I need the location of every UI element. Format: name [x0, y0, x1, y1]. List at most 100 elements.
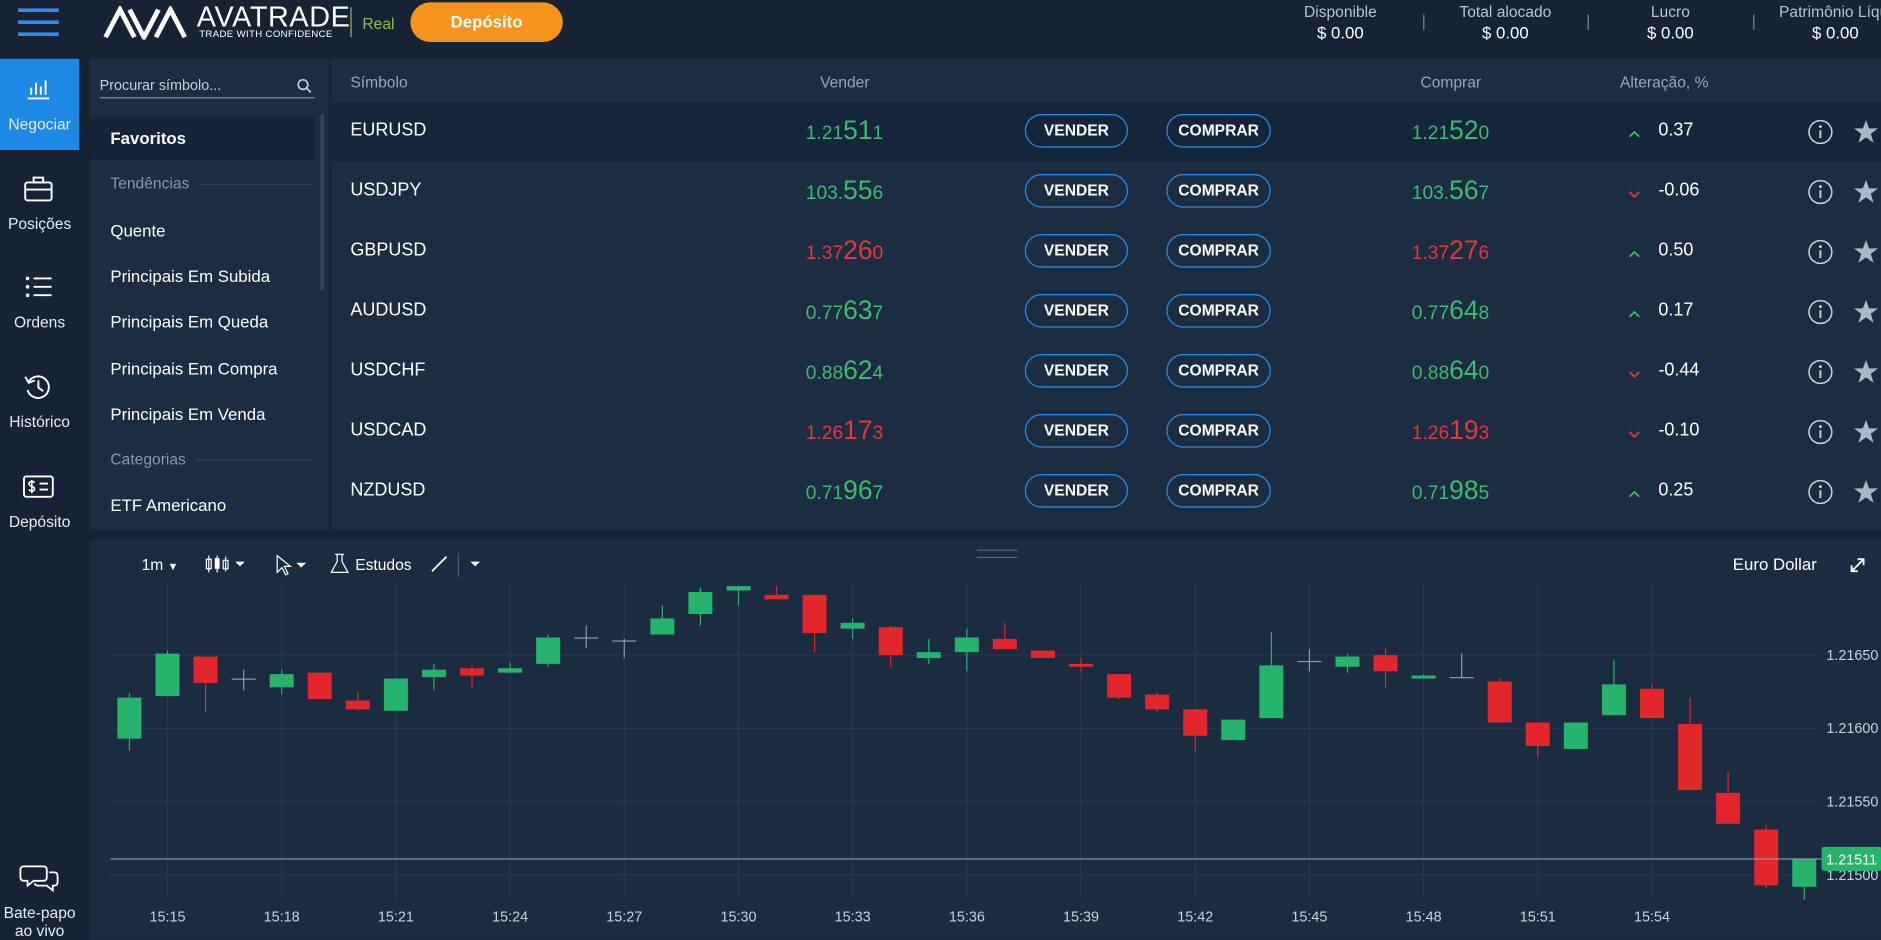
nav-icon[interactable]	[23, 273, 54, 302]
price-part: 1	[872, 123, 884, 144]
favorite-star[interactable]	[1853, 119, 1879, 145]
arrow	[1628, 310, 1640, 318]
selected-item[interactable]	[90, 116, 315, 160]
nav-label[interactable]: Histórico	[9, 412, 70, 431]
sell-button[interactable]: VENDER	[1024, 414, 1128, 448]
buy-button[interactable]: COMPRAR	[1166, 174, 1271, 208]
info-icon[interactable]	[1807, 419, 1833, 445]
x-tick-label: 15:51	[1520, 910, 1556, 926]
buy-button[interactable]: COMPRAR	[1166, 414, 1271, 448]
menu-item[interactable]: Principais Em Queda	[110, 312, 269, 332]
quote-row[interactable]: GBPUSD 1.37260 VENDER COMPRAR 1.37276 0.50	[331, 222, 1881, 282]
nav-label[interactable]: Posições	[7, 214, 72, 233]
sell-button[interactable]: VENDER	[1024, 234, 1128, 268]
menu-item[interactable]: Principais Em Subida	[110, 266, 271, 286]
stat-value: $ 0.00	[1482, 22, 1529, 42]
cursor-icon[interactable]	[275, 554, 311, 576]
favorite-star[interactable]	[1853, 479, 1879, 505]
favorite-star[interactable]	[1853, 299, 1879, 325]
x-tick-label: 15:30	[720, 910, 756, 926]
favorite-star[interactable]	[1853, 239, 1879, 265]
price: 0.77648	[1297, 295, 1489, 326]
studies-button[interactable]: Estudos	[355, 555, 412, 574]
buy-button[interactable]: COMPRAR	[1166, 234, 1271, 268]
sell-button[interactable]: VENDER	[1024, 294, 1128, 328]
buy-button[interactable]: COMPRAR	[1166, 474, 1271, 508]
chat-icon[interactable]	[19, 862, 60, 893]
candle-body	[1145, 694, 1170, 710]
menu-item[interactable]: ETF Americano	[110, 496, 227, 516]
arrow	[1628, 130, 1640, 138]
icon	[1854, 360, 1879, 383]
drawing-tools[interactable]	[430, 553, 485, 578]
sell-button[interactable]: VENDER	[1024, 174, 1128, 208]
menu-item[interactable]: Principais Em Venda	[110, 404, 266, 424]
menu-item[interactable]: Principais Em Compra	[110, 358, 278, 378]
interval: 1m	[141, 555, 164, 574]
sell-button[interactable]: VENDER	[1024, 354, 1128, 388]
price-part: 6	[1478, 243, 1490, 264]
price-part: 0.71	[1411, 483, 1450, 505]
search-input[interactable]: Procurar símbolo...	[99, 76, 222, 94]
favorite-star[interactable]	[1853, 419, 1879, 445]
interval-selector[interactable]: 1m ▼	[142, 556, 179, 574]
sell-button[interactable]: VENDER	[1024, 114, 1128, 148]
chart-type-icon[interactable]	[204, 554, 252, 573]
stat-label: Lucro	[1650, 2, 1690, 21]
nav-icon[interactable]	[23, 74, 54, 103]
info-icon[interactable]	[1807, 479, 1833, 505]
nav-icon[interactable]	[23, 372, 54, 401]
menu-item[interactable]: Quente	[110, 220, 166, 240]
fullscreen-icon[interactable]	[1849, 557, 1866, 574]
info-icon[interactable]	[1807, 239, 1833, 265]
stat-value: $ 0.00	[1812, 22, 1859, 42]
search-icon[interactable]	[296, 78, 313, 95]
price: 1.26173	[691, 415, 883, 446]
stat-label: Total alocado	[1459, 2, 1552, 21]
stat: Disponible $ 0.00	[1262, 2, 1418, 42]
info-icon[interactable]	[1807, 119, 1833, 145]
menu-button[interactable]	[18, 8, 59, 36]
stat-separator	[1587, 14, 1589, 31]
nav-label[interactable]: Negociar	[8, 115, 71, 134]
price-part: 0.77	[805, 303, 844, 324]
change-arrow	[1627, 485, 1641, 498]
quote-row[interactable]: AUDUSD 0.77637 VENDER COMPRAR 0.77648 0.17	[331, 282, 1881, 342]
nav-icon[interactable]	[23, 471, 54, 500]
stat-label: Patrimônio Líqui	[1779, 2, 1881, 21]
buy-button[interactable]: COMPRAR	[1166, 114, 1271, 148]
quote-row[interactable]: EURUSD 1.21511 VENDER COMPRAR 1.21520 0.37	[331, 102, 1881, 162]
deposit-button[interactable]: Depósito	[410, 2, 563, 42]
resize-handle[interactable]	[976, 549, 1018, 558]
nav-label[interactable]: Ordens	[14, 313, 66, 332]
info-icon[interactable]	[1807, 359, 1833, 385]
sell-button[interactable]: VENDER	[1024, 474, 1128, 508]
change-arrow	[1627, 365, 1641, 379]
quote-row[interactable]: USDJPY 103.556 VENDER COMPRAR 103.567 -0.06	[331, 162, 1881, 222]
candle-body	[612, 640, 637, 642]
buy-button[interactable]: COMPRAR	[1166, 354, 1271, 388]
quote-row[interactable]: NZDUSD 0.71967 VENDER COMPRAR 0.71985 0.25	[331, 462, 1881, 522]
price-part: 64	[1449, 295, 1479, 326]
candle-body	[1487, 681, 1512, 723]
arrow	[1628, 191, 1640, 199]
menu-heading: Categorias	[110, 450, 186, 469]
candle-body	[840, 622, 865, 629]
buy-button[interactable]: COMPRAR	[1166, 294, 1271, 328]
favorite-star[interactable]	[1853, 179, 1879, 205]
info-icon[interactable]	[1807, 299, 1833, 325]
change-arrow	[1627, 305, 1641, 318]
chat-label[interactable]: Bate-papo ao vivo	[3, 903, 76, 940]
menu-item[interactable]: Favoritos	[110, 128, 187, 148]
studies-icon[interactable]	[330, 553, 350, 575]
stat: Lucro $ 0.00	[1592, 2, 1748, 42]
favorite-star[interactable]	[1853, 359, 1879, 385]
nav-icon[interactable]	[23, 174, 54, 203]
nav-label[interactable]: Depósito	[8, 512, 71, 531]
quote-row[interactable]: USDCAD 1.26173 VENDER COMPRAR 1.26193 -0.10	[331, 402, 1881, 462]
x-tick-label: 15:21	[378, 910, 414, 926]
symbol: NZDUSD	[350, 480, 426, 501]
symbol: GBPUSD	[350, 240, 427, 261]
quote-row[interactable]: USDCHF 0.88624 VENDER COMPRAR 0.88640 -0.44	[331, 342, 1881, 402]
info-icon[interactable]	[1807, 179, 1833, 205]
